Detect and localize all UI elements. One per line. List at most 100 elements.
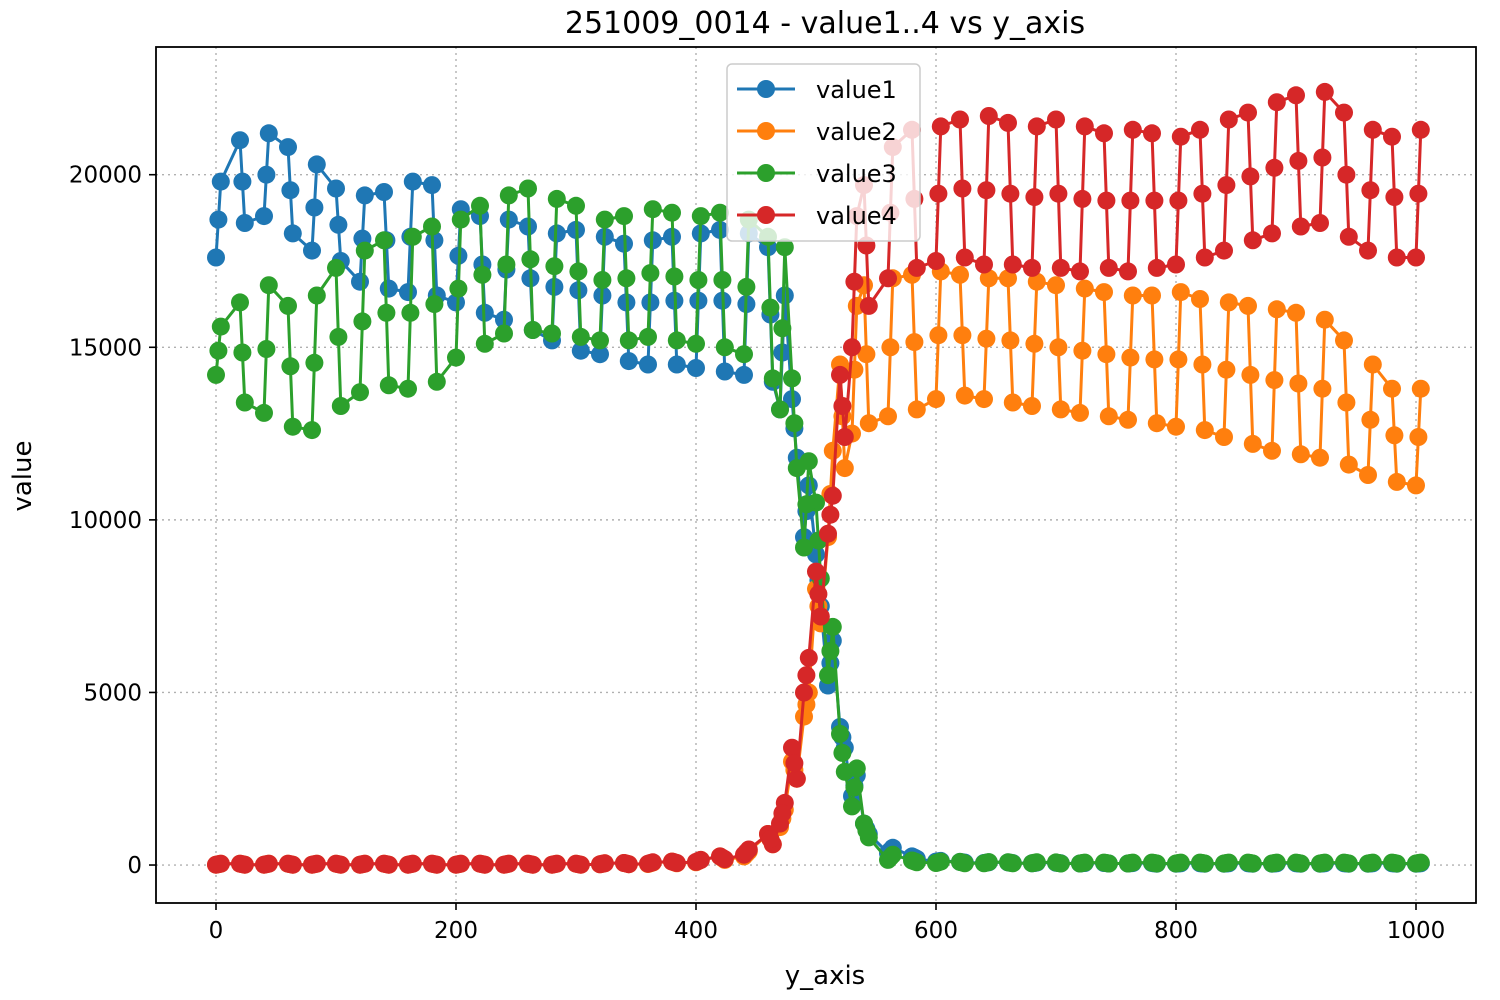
data-point bbox=[1339, 227, 1358, 246]
data-point bbox=[737, 843, 756, 862]
data-point bbox=[279, 138, 297, 157]
data-point bbox=[711, 203, 729, 222]
data-point bbox=[1073, 341, 1092, 360]
data-point bbox=[307, 155, 326, 174]
data-point bbox=[823, 486, 842, 505]
data-point bbox=[999, 113, 1017, 132]
x-tick-label: 0 bbox=[209, 918, 224, 944]
data-point bbox=[499, 186, 518, 205]
data-point bbox=[1001, 853, 1020, 872]
legend-frame bbox=[726, 63, 921, 242]
legend[interactable]: value1 value2 value3 value4 bbox=[726, 63, 921, 242]
data-point bbox=[1243, 231, 1262, 250]
data-point bbox=[449, 279, 468, 298]
x-tick-label: 400 bbox=[674, 918, 718, 944]
data-point bbox=[1289, 374, 1308, 393]
data-point bbox=[571, 327, 590, 346]
data-point bbox=[1387, 472, 1406, 491]
data-point bbox=[1167, 255, 1185, 274]
data-point bbox=[1095, 283, 1113, 302]
data-point bbox=[351, 272, 369, 291]
data-point bbox=[1027, 117, 1046, 136]
data-point bbox=[1409, 428, 1428, 446]
data-point bbox=[1073, 189, 1092, 208]
data-point bbox=[1361, 181, 1380, 200]
data-point bbox=[823, 441, 842, 460]
data-point bbox=[375, 183, 393, 201]
data-point bbox=[403, 227, 422, 246]
data-point bbox=[1215, 241, 1233, 260]
legend-label: value1 bbox=[816, 76, 897, 104]
data-point bbox=[1099, 407, 1118, 426]
data-point bbox=[257, 855, 276, 874]
data-point bbox=[811, 607, 830, 626]
data-point bbox=[953, 179, 972, 198]
data-point bbox=[207, 248, 225, 267]
data-point bbox=[399, 379, 417, 398]
data-point bbox=[233, 855, 252, 874]
data-point bbox=[975, 390, 993, 409]
data-point bbox=[1385, 188, 1404, 207]
data-point bbox=[1193, 854, 1212, 872]
y-tick-label: 5000 bbox=[83, 680, 142, 706]
data-point bbox=[1409, 184, 1428, 203]
data-point bbox=[1145, 854, 1164, 872]
data-point bbox=[929, 326, 948, 345]
data-point bbox=[773, 804, 792, 823]
data-point bbox=[859, 296, 878, 315]
data-point bbox=[799, 452, 818, 471]
data-point bbox=[353, 312, 372, 331]
data-point bbox=[1243, 434, 1262, 453]
data-point bbox=[329, 215, 348, 234]
legend-label: value3 bbox=[816, 160, 897, 188]
data-point bbox=[857, 821, 876, 840]
data-point bbox=[663, 203, 681, 222]
data-point bbox=[495, 324, 513, 343]
data-point bbox=[831, 724, 849, 743]
data-point bbox=[1049, 184, 1068, 203]
data-point bbox=[451, 210, 470, 229]
data-point bbox=[1241, 365, 1260, 384]
data-point bbox=[843, 338, 861, 357]
data-point bbox=[1167, 417, 1185, 436]
data-point bbox=[785, 754, 804, 773]
data-point bbox=[1047, 110, 1065, 129]
data-point bbox=[619, 331, 638, 350]
data-point bbox=[881, 848, 900, 867]
data-point bbox=[1001, 184, 1020, 203]
data-point bbox=[1361, 410, 1380, 429]
data-point bbox=[1071, 403, 1089, 422]
data-point bbox=[591, 331, 609, 350]
data-point bbox=[1291, 217, 1310, 236]
data-point bbox=[473, 265, 492, 284]
data-point bbox=[379, 279, 398, 298]
legend-label: value2 bbox=[816, 118, 897, 146]
data-point bbox=[353, 855, 372, 874]
data-point bbox=[1311, 214, 1329, 232]
x-tick-label: 1000 bbox=[1387, 918, 1446, 944]
y-tick-label: 10000 bbox=[69, 508, 142, 534]
data-point bbox=[303, 421, 321, 440]
data-point bbox=[643, 200, 662, 219]
data-point bbox=[979, 269, 998, 288]
data-point bbox=[233, 343, 252, 362]
data-point bbox=[879, 269, 897, 288]
data-point bbox=[401, 303, 420, 322]
data-point bbox=[1075, 117, 1094, 136]
data-point bbox=[795, 538, 813, 557]
data-point bbox=[235, 214, 254, 232]
data-point bbox=[1195, 421, 1214, 440]
data-point bbox=[1147, 258, 1166, 277]
data-point bbox=[523, 321, 542, 339]
data-point bbox=[1121, 854, 1140, 872]
data-point bbox=[737, 277, 756, 296]
data-point bbox=[1145, 350, 1164, 369]
data-point bbox=[595, 210, 614, 229]
data-point bbox=[1219, 293, 1238, 312]
data-point bbox=[231, 131, 249, 150]
data-point bbox=[907, 400, 926, 419]
data-point bbox=[799, 648, 818, 667]
data-point bbox=[1001, 331, 1020, 350]
